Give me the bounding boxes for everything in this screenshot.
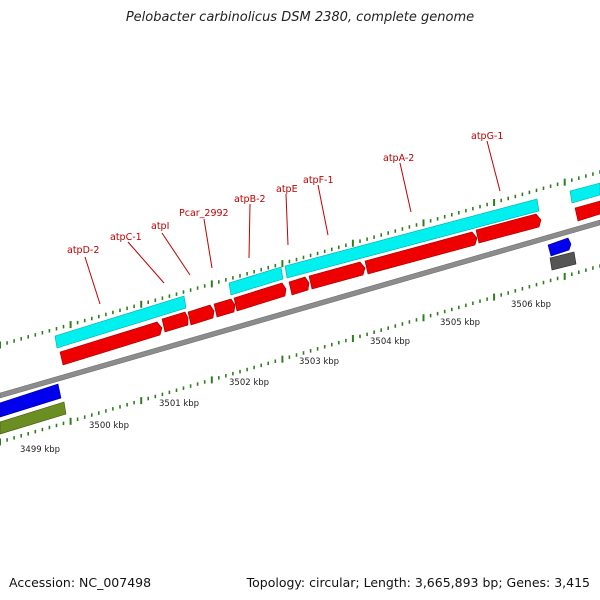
- kbp-label-3501: 3501 kbp: [159, 399, 199, 409]
- label-atpF-1: atpF-1: [303, 175, 334, 186]
- label-atpI: atpI: [151, 221, 169, 232]
- label-atpE: atpE: [276, 184, 298, 195]
- label-atpC-1: atpC-1: [110, 232, 142, 243]
- gene-atpC-1[interactable]: [161, 311, 189, 333]
- genome-title: Pelobacter carbinolicus DSM 2380, comple…: [125, 10, 475, 25]
- outer-tick-ring: [0, 170, 600, 349]
- leader-atpA-2: [399, 162, 412, 213]
- feature-olive-left[interactable]: [0, 401, 67, 435]
- label-atpB-2: atpB-2: [234, 194, 266, 205]
- gene-atpA-2[interactable]: [364, 231, 478, 275]
- kbp-label-3506: 3506 kbp: [511, 300, 551, 310]
- leader-atpF-1: [317, 184, 329, 236]
- leader-atpD-2: [84, 256, 101, 305]
- kbp-label-3503: 3503 kbp: [299, 357, 339, 367]
- kbp-label-3505: 3505 kbp: [440, 318, 480, 328]
- gene-atpD-2[interactable]: [59, 321, 163, 366]
- accession-text: Accession: NC_007498: [9, 575, 152, 590]
- genome-backbone: [0, 219, 600, 399]
- leader-Pcar_2992: [203, 218, 213, 269]
- label-atpD-2: atpD-2: [67, 245, 99, 256]
- gene-atpG-1[interactable]: [475, 213, 542, 244]
- label-atpA-2: atpA-2: [383, 153, 414, 164]
- label-Pcar_2992: Pcar_2992: [179, 208, 229, 219]
- leader-atpB-2: [248, 203, 251, 259]
- cds-block-4[interactable]: [569, 182, 600, 204]
- feature-gray-right[interactable]: [549, 251, 577, 271]
- leader-atpI: [161, 232, 191, 276]
- genome-stats-text: Topology: circular; Length: 3,665,893 bp…: [246, 575, 590, 590]
- leader-atpC-1: [127, 241, 165, 284]
- kbp-label-3502: 3502 kbp: [229, 378, 269, 388]
- kbp-label-3500: 3500 kbp: [89, 421, 129, 431]
- gene-atpB-2[interactable]: [233, 282, 287, 312]
- scale-labels: 3499 kbp 3500 kbp 3501 kbp 3502 kbp 3503…: [20, 300, 551, 455]
- leader-atpG-1: [486, 140, 501, 192]
- gene-track: [59, 200, 600, 366]
- cds-block-2[interactable]: [228, 266, 284, 296]
- cds-track: [54, 182, 600, 349]
- kbp-label-3504: 3504 kbp: [370, 337, 410, 347]
- leader-atpE: [285, 193, 289, 246]
- cds-block-1[interactable]: [54, 295, 187, 349]
- gene-Pcar_2992[interactable]: [213, 298, 236, 318]
- gene-atpE[interactable]: [288, 276, 310, 296]
- gene-right-edge[interactable]: [574, 200, 600, 222]
- feature-blue-left[interactable]: [0, 383, 62, 418]
- gene-labels: [84, 140, 501, 305]
- feature-blue-right[interactable]: [547, 237, 572, 257]
- inner-tick-ring: [0, 264, 600, 446]
- cds-block-3[interactable]: [284, 198, 540, 279]
- gene-atpF-1[interactable]: [308, 261, 366, 290]
- kbp-label-3499: 3499 kbp: [20, 445, 60, 455]
- gene-atpI[interactable]: [187, 304, 215, 326]
- label-atpG-1: atpG-1: [471, 131, 503, 142]
